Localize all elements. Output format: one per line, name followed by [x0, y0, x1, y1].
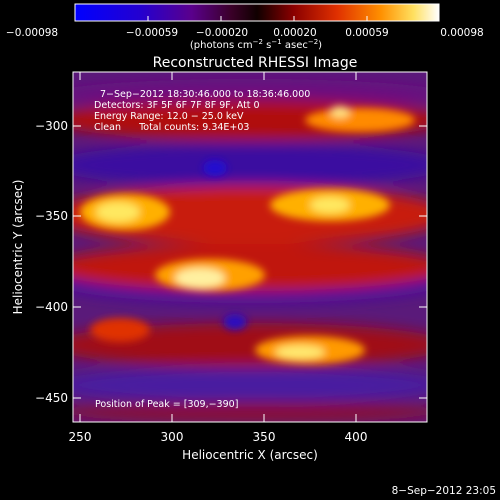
- colorbar-unit-label: (photons cm−2 s−1 asec−2): [190, 38, 322, 51]
- colorbar-tick-label: 0.00098: [440, 27, 483, 39]
- x-tick-label: 350: [253, 430, 276, 444]
- x-tick-label: 250: [69, 430, 92, 444]
- timestamp: 8−Sep−2012 23:05: [392, 485, 496, 497]
- detectors-text: Detectors: 3F 5F 6F 7F 8F 9F, Att 0: [94, 100, 260, 111]
- time-range-text: 7−Sep−2012 18:30:46.000 to 18:36:46.000: [100, 89, 310, 100]
- y-tick-label: −300: [35, 119, 68, 133]
- x-tick-label: 300: [161, 430, 184, 444]
- energy-range-text: Energy Range: 12.0 − 25.0 keV: [94, 111, 244, 122]
- colorbar-tick-label: −0.00020: [196, 27, 248, 39]
- colorbar-tick-label: −0.00098: [6, 27, 58, 39]
- y-axis-ticks: [73, 125, 427, 399]
- y-tick-label: −350: [35, 209, 68, 223]
- colorbar-tick-label: 0.00020: [273, 27, 316, 39]
- colorbar-tick-label: 0.00059: [345, 27, 388, 39]
- colorbar-ticks: [74, 16, 440, 21]
- rhessi-image: [73, 72, 427, 422]
- x-tick-label: 400: [345, 430, 368, 444]
- x-axis-label: Heliocentric X (arcsec): [182, 448, 318, 462]
- colorbar: −0.00098 −0.00059 −0.00020 0.00020 0.000…: [6, 3, 484, 51]
- info-overlay: 7−Sep−2012 18:30:46.000 to 18:36:46.000 …: [94, 89, 310, 133]
- clean-counts-text: Clean Total counts: 9.34E+03: [94, 122, 249, 133]
- plot-frame: [72, 71, 428, 423]
- y-tick-label: −400: [35, 300, 68, 314]
- peak-position-text: Position of Peak = [309,−390]: [95, 399, 238, 410]
- image-title: Reconstructed RHESSI Image: [153, 55, 358, 71]
- colorbar-tick-label: −0.00059: [126, 27, 178, 39]
- colorbar-gradient: [74, 3, 440, 22]
- x-axis-ticks: [79, 72, 357, 422]
- y-axis-label: Heliocentric Y (arcsec): [11, 180, 25, 315]
- y-tick-label: −450: [35, 391, 68, 405]
